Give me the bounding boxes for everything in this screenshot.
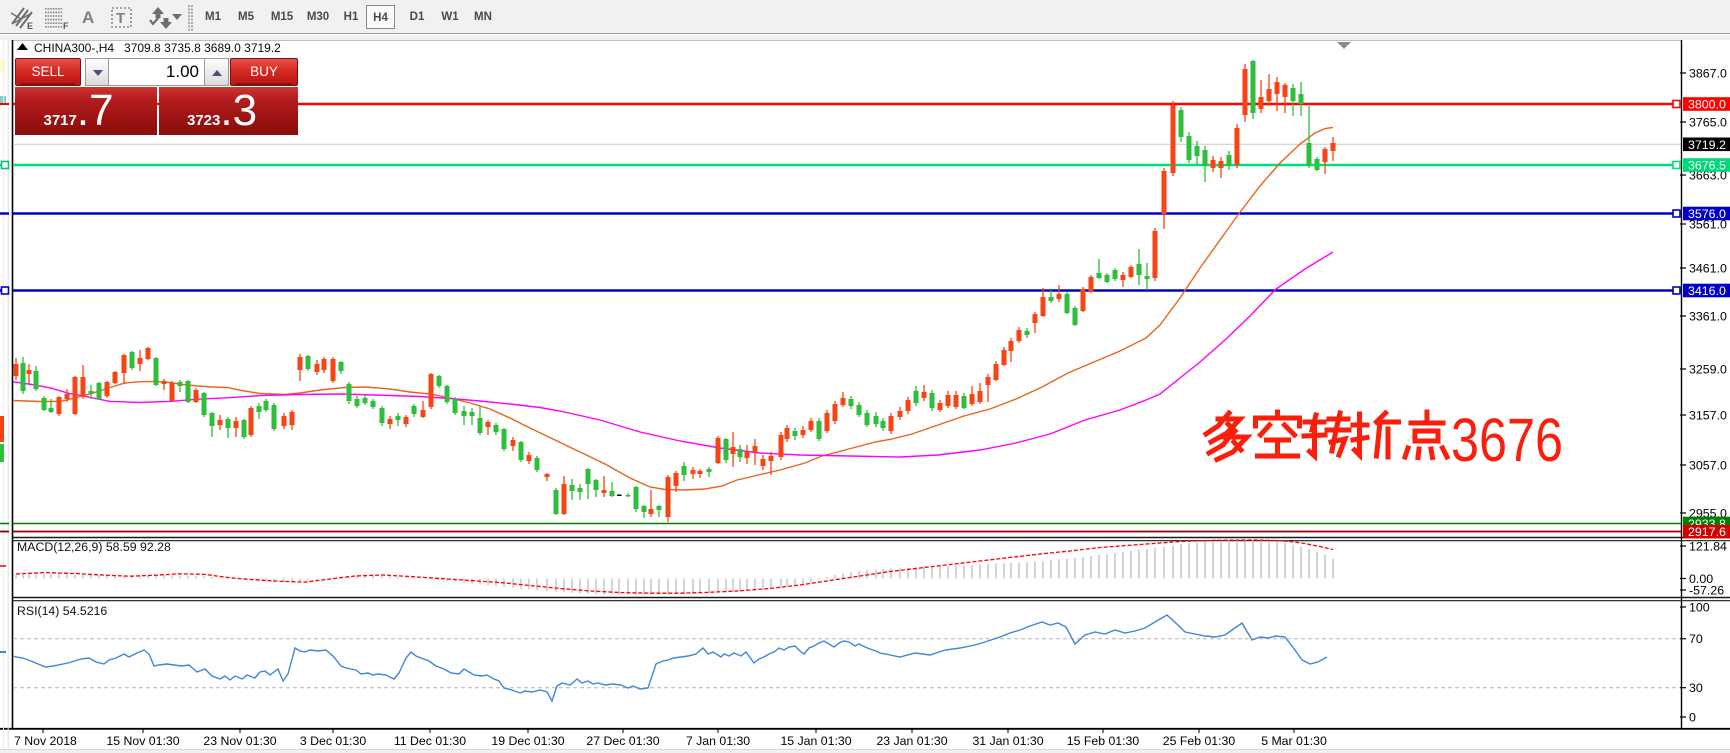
svg-text:31 Jan 01:30: 31 Jan 01:30 [972, 734, 1043, 748]
svg-text:T: T [116, 10, 125, 27]
svg-text:121.84: 121.84 [1689, 540, 1727, 554]
svg-text:70: 70 [1689, 632, 1703, 646]
svg-text:CHINA300-,H4 3709.8 3735.8 3: CHINA300-,H4 3709.8 3735.8 3689.0 3719.2 [34, 41, 281, 55]
svg-text:3676: 3676 [1451, 406, 1563, 474]
svg-text:27 Dec 01:30: 27 Dec 01:30 [586, 734, 659, 748]
svg-text:25 Feb 01:30: 25 Feb 01:30 [1163, 734, 1236, 748]
svg-text:3867.0: 3867.0 [1689, 67, 1727, 81]
svg-text:3259.0: 3259.0 [1689, 363, 1727, 377]
svg-text:3057.0: 3057.0 [1689, 459, 1727, 473]
svg-text:30: 30 [1689, 681, 1703, 695]
svg-text:3416.0: 3416.0 [1688, 284, 1726, 298]
svg-text:A: A [82, 8, 94, 27]
svg-text:RSI(14) 54.5216: RSI(14) 54.5216 [17, 604, 107, 618]
svg-text:3461.0: 3461.0 [1689, 262, 1727, 276]
svg-text:3157.0: 3157.0 [1689, 409, 1727, 423]
svg-text:19 Dec 01:30: 19 Dec 01:30 [491, 734, 564, 748]
svg-text:2917.6: 2917.6 [1688, 525, 1726, 539]
svg-text:3719.2: 3719.2 [1688, 138, 1726, 152]
svg-text:3561.0: 3561.0 [1689, 218, 1727, 232]
svg-text:23 Nov 01:30: 23 Nov 01:30 [203, 734, 276, 748]
svg-text:3663.0: 3663.0 [1689, 169, 1727, 183]
svg-text:0.00: 0.00 [1689, 572, 1713, 586]
svg-text:3361.0: 3361.0 [1689, 310, 1727, 324]
svg-text:3576.0: 3576.0 [1688, 207, 1726, 221]
svg-text:E: E [27, 21, 33, 31]
svg-text:3676.5: 3676.5 [1688, 159, 1726, 173]
svg-text:100: 100 [1689, 601, 1710, 615]
svg-text:F: F [63, 21, 69, 31]
svg-text:15 Nov 01:30: 15 Nov 01:30 [106, 734, 179, 748]
svg-text:7 Jan 01:30: 7 Jan 01:30 [686, 734, 750, 748]
svg-text:3800.0: 3800.0 [1688, 98, 1726, 112]
svg-text:-57.26: -57.26 [1689, 584, 1724, 598]
svg-text:15 Jan 01:30: 15 Jan 01:30 [780, 734, 851, 748]
svg-text:7 Nov 2018: 7 Nov 2018 [14, 734, 77, 748]
svg-text:23 Jan 01:30: 23 Jan 01:30 [876, 734, 947, 748]
svg-text:3 Dec 01:30: 3 Dec 01:30 [300, 734, 366, 748]
svg-text:3765.0: 3765.0 [1689, 116, 1727, 130]
svg-text:11 Dec 01:30: 11 Dec 01:30 [394, 734, 466, 748]
svg-text:MACD(12,26,9) 58.59 92.28: MACD(12,26,9) 58.59 92.28 [17, 540, 171, 554]
svg-text:5 Mar 01:30: 5 Mar 01:30 [1261, 734, 1327, 748]
svg-text:0: 0 [1689, 711, 1696, 725]
svg-text:15 Feb 01:30: 15 Feb 01:30 [1067, 734, 1140, 748]
